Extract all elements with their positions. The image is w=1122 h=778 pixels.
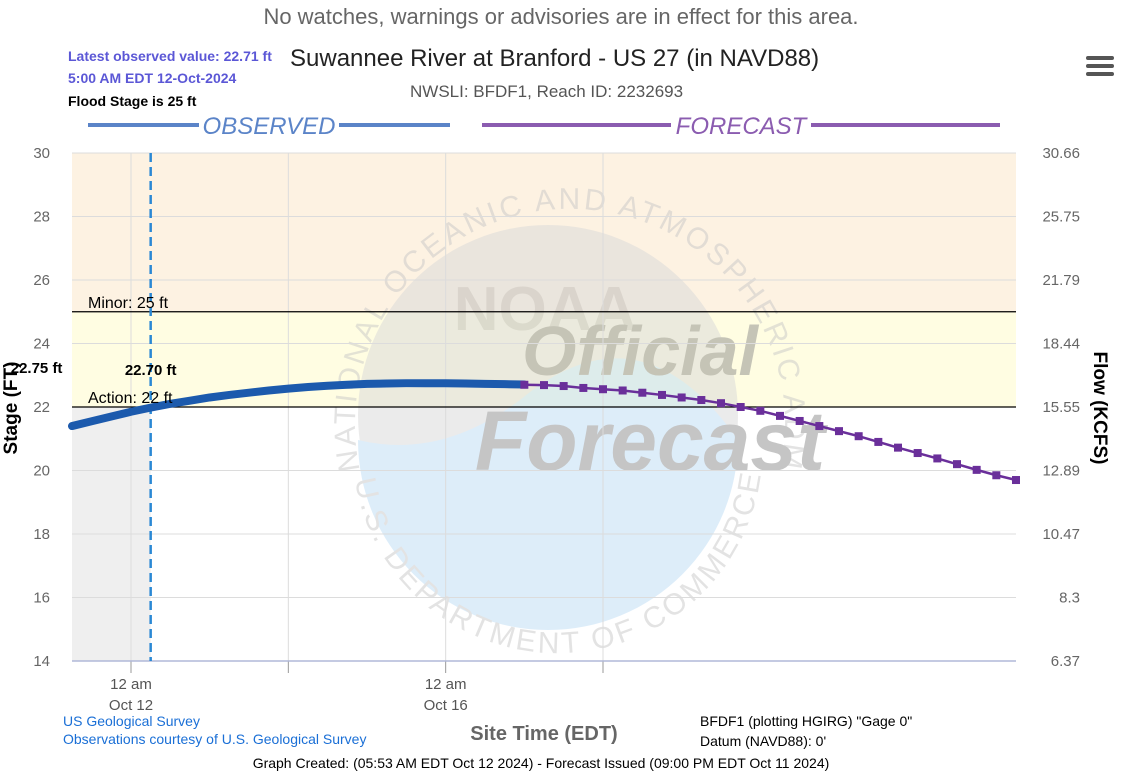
forecast-point (579, 383, 588, 392)
value-annotation: 22.75 ft (11, 360, 63, 377)
usgs-credit-link[interactable]: US Geological Survey (63, 713, 200, 729)
y-tick-label: 14 (33, 653, 50, 670)
advisory-banner: No watches, warnings or advisories are i… (263, 4, 859, 29)
forecast-point (559, 382, 568, 391)
latest-observed-time: 5:00 AM EDT 12-Oct-2024 (68, 70, 237, 86)
forecast-point (854, 432, 863, 441)
forecast-point (776, 411, 784, 420)
forecast-section-label: FORECAST (676, 113, 809, 140)
y2-tick-label: 21.79 (1042, 272, 1080, 289)
observed-label-bg (199, 112, 339, 138)
threshold-label: Minor: 25 ft (88, 295, 169, 312)
hamburger-menu-icon[interactable] (1086, 56, 1114, 78)
y-tick-label: 28 (33, 209, 50, 226)
y-tick-label: 24 (33, 336, 50, 353)
chart-labels: 30 30.66 28 25.75 26 21.79 24 18.44 22 15.55 20 12.… (1, 112, 1110, 745)
y2-tick-label: 8.3 (1059, 590, 1080, 607)
watermark-official: Official (522, 312, 760, 390)
forecast-point (953, 460, 961, 469)
chart-series (68, 379, 1020, 485)
forecast-point (697, 396, 706, 405)
forecast-point (540, 381, 548, 390)
x-tick-label-date: Oct 12 (109, 697, 153, 714)
x-tick-label-time: 12 am (110, 676, 152, 693)
forecast-point (658, 390, 666, 399)
forecast-point (874, 437, 883, 446)
forecast-point (972, 465, 981, 474)
forecast-point (638, 388, 647, 397)
y-tick-label: 20 (33, 463, 50, 480)
forecast-point (835, 427, 843, 436)
chart-subtitle: NWSLI: BFDF1, Reach ID: 2232693 (410, 82, 684, 101)
forecast-point (1012, 476, 1020, 485)
forecast-point (756, 406, 765, 415)
threshold-label: Action: 22 ft (88, 390, 173, 407)
observed-series-line (68, 379, 529, 431)
watermark-noaa: NOAA (454, 275, 637, 344)
forecast-point (992, 471, 1001, 480)
forecast-point (933, 454, 942, 463)
y2-tick-label: 30.66 (1042, 145, 1080, 162)
forecast-point (677, 393, 686, 402)
x-axis-title: Site Time (EDT) (470, 723, 617, 745)
forecast-point (618, 386, 627, 395)
graph-created-note: Graph Created: (05:53 AM EDT Oct 12 2024… (252, 755, 830, 771)
watermark-forecast: Forecast (475, 394, 828, 488)
y2-tick-label: 6.37 (1051, 653, 1080, 670)
flood-stage-label: Flood Stage is 25 ft (68, 93, 197, 109)
y2-tick-label: 12.89 (1042, 463, 1080, 480)
gage-info: BFDF1 (plotting HGIRG) "Gage 0" (700, 713, 913, 729)
forecast-label-bg (671, 112, 811, 138)
latest-observed-value: Latest observed value: 22.71 ft (68, 48, 272, 64)
y2-tick-label: 10.47 (1042, 526, 1080, 543)
forecast-point (795, 416, 804, 425)
forecast-point (913, 449, 922, 458)
value-annotation: 22.70 ft (125, 362, 177, 379)
y-axis-title: Stage (FT) (1, 362, 22, 455)
forecast-point (894, 443, 902, 452)
y-tick-label: 16 (33, 590, 50, 607)
forecast-point (520, 380, 529, 389)
y2-axis-title: Flow (KCFS) (1089, 352, 1110, 465)
forecast-point (815, 422, 824, 431)
x-tick-label-time: 12 am (425, 676, 467, 693)
y2-tick-label: 18.44 (1042, 336, 1080, 353)
observed-section-label: OBSERVED (203, 113, 336, 140)
watermark-circle-bottom (358, 358, 738, 630)
x-tick-label-date: Oct 16 (424, 697, 468, 714)
y2-tick-label: 15.55 (1042, 399, 1080, 416)
forecast-point (736, 403, 745, 411)
y-tick-label: 30 (33, 145, 50, 162)
chart-title: Suwannee River at Branford - US 27 (in N… (290, 45, 820, 72)
y-tick-label: 26 (33, 272, 50, 289)
observations-credit-link[interactable]: Observations courtesy of U.S. Geological… (63, 731, 367, 747)
y-tick-label: 22 (33, 399, 50, 416)
y-tick-label: 18 (33, 526, 50, 543)
forecast-point (599, 385, 607, 394)
forecast-point (717, 399, 725, 408)
y2-tick-label: 25.75 (1042, 209, 1080, 226)
datum-info: Datum (NAVD88): 0' (700, 733, 827, 749)
